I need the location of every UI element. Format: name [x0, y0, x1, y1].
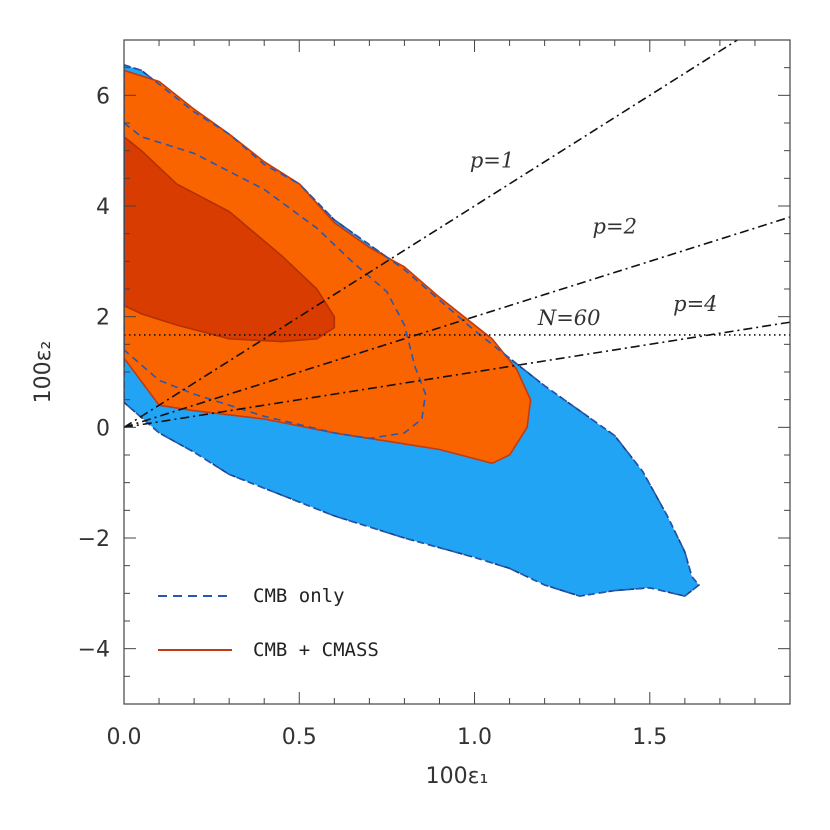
y-axis-label: 100ε₂	[31, 341, 56, 404]
line-p-4	[124, 321, 790, 429]
region-outline-cmb-only-95	[124, 64, 701, 597]
line-label-n-60: N=60	[537, 306, 601, 330]
y-tick-label: 0	[96, 416, 110, 441]
line-p-2	[124, 216, 790, 429]
x-tick-label: 1.0	[457, 725, 492, 750]
region-outline-cmb-only-68	[124, 121, 427, 440]
y-tick-label: −4	[78, 638, 110, 663]
legend: CMB only CMB + CMASS	[158, 585, 379, 661]
x-tick-label: 0.5	[282, 725, 317, 750]
line-labels: p=1 p=2 p=4 N=60	[470, 148, 718, 330]
region-cmb-cmass-95	[124, 69, 532, 465]
y-tick-label: −2	[78, 527, 110, 552]
confidence-regions	[124, 64, 701, 597]
line-label-p-4: p=4	[673, 292, 717, 316]
model-lines	[124, 40, 790, 429]
y-tick-label: 4	[96, 195, 110, 220]
line-p-1	[124, 40, 738, 429]
region-cmb-cmass-68	[124, 135, 336, 343]
y-tick-label: 6	[96, 84, 110, 109]
plot-frame	[123, 39, 791, 705]
legend-label-cmb-cmass: CMB + CMASS	[253, 639, 379, 661]
x-axis-label: 100ε₁	[426, 764, 489, 789]
legend-label-cmb-only: CMB only	[253, 585, 345, 607]
x-tick-label: 0.0	[107, 725, 142, 750]
x-tick-label: 1.5	[632, 725, 667, 750]
y-tick-label: 2	[96, 306, 110, 331]
line-label-p-1: p=1	[470, 148, 514, 172]
line-label-p-2: p=2	[593, 215, 637, 239]
axis-ticks: 0.0 0.5 1.0 1.5 −4 −2 0 2 4 6	[78, 39, 791, 750]
